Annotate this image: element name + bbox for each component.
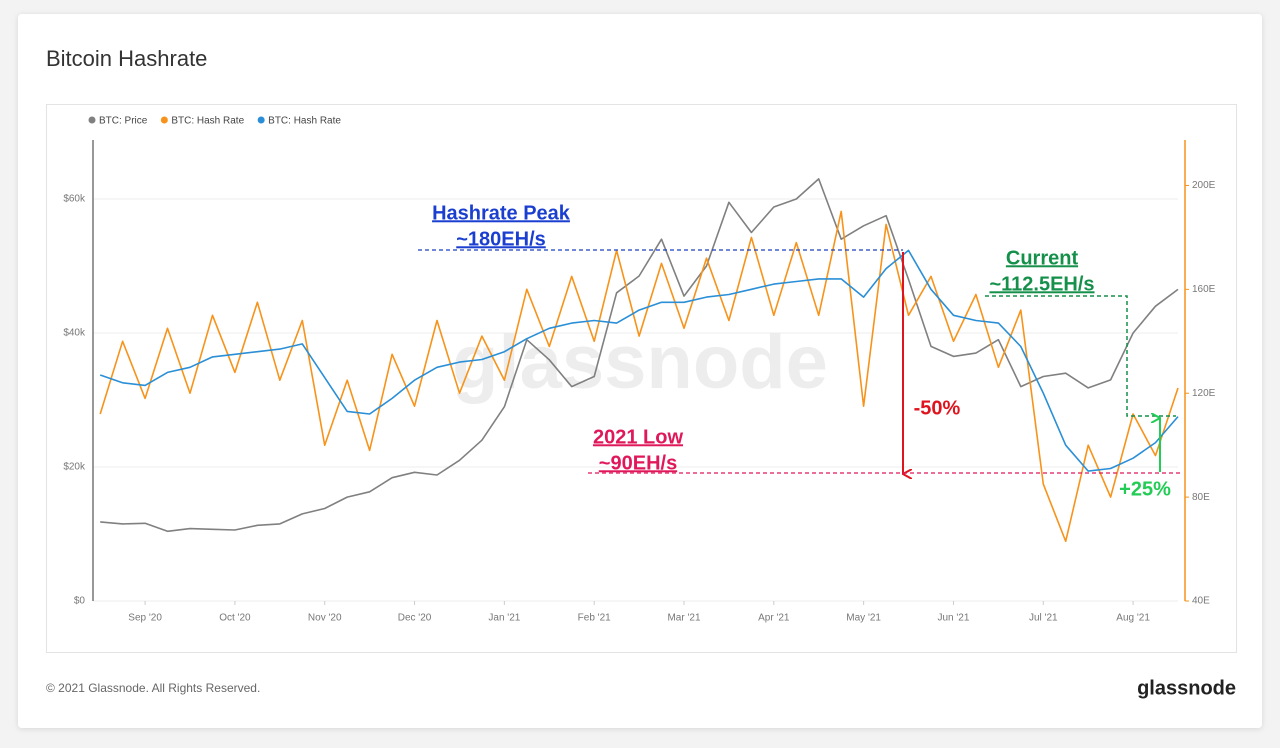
chart-frame <box>46 104 1237 653</box>
annotation: ~90EH/s <box>599 452 677 474</box>
x-tick-label: Aug '21 <box>1116 613 1150 624</box>
y-tick-label: $40k <box>63 328 86 339</box>
x-tick-label: Jan '21 <box>488 613 520 624</box>
legend-label: BTC: Hash Rate <box>171 116 244 127</box>
annotation: 2021 Low <box>593 426 683 448</box>
x-tick-label: Feb '21 <box>578 613 611 624</box>
series-line <box>99 249 1179 472</box>
x-tick-label: Mar '21 <box>667 613 700 624</box>
series-line <box>99 210 1179 543</box>
x-tick-label: Jul '21 <box>1029 613 1058 624</box>
annotation: Current <box>1006 247 1079 269</box>
y2-tick-label: 80E <box>1192 492 1210 503</box>
plot: $0 $20k $40k $60k 40E 80E 120E 160E 200E Sep '20 O… <box>63 116 1215 624</box>
y-tick-label: $0 <box>74 596 86 607</box>
legend-marker <box>88 116 96 124</box>
x-tick-label: Dec '20 <box>398 613 432 624</box>
logo: glassnode <box>1137 677 1236 699</box>
annotation: Hashrate Peak <box>432 202 571 224</box>
annotation: ~180EH/s <box>456 228 546 250</box>
y-tick-label: $60k <box>63 194 86 205</box>
copyright: © 2021 Glassnode. All Rights Reserved. <box>46 681 260 695</box>
x-tick-label: Jun '21 <box>937 613 969 624</box>
legend-label: BTC: Price <box>99 116 148 127</box>
chart-title: Bitcoin Hashrate <box>46 46 207 71</box>
card <box>18 14 1262 728</box>
legend-marker <box>257 116 265 124</box>
x-tick-label: Nov '20 <box>308 613 342 624</box>
legend-marker <box>160 116 168 124</box>
annotations: Hashrate Peak ~180EH/s -50% 2021 Low ~90… <box>418 202 1182 500</box>
x-tick-label: Apr '21 <box>758 613 790 624</box>
y2-tick-label: 40E <box>1192 596 1210 607</box>
annotation: ~112.5EH/s <box>989 273 1094 295</box>
legend-label: BTC: Hash Rate <box>268 116 341 127</box>
x-tick-label: May '21 <box>846 613 881 624</box>
annotation: +25% <box>1119 478 1171 500</box>
series-line <box>100 178 1179 533</box>
y2-tick-label: 160E <box>1192 284 1216 295</box>
x-tick-label: Oct '20 <box>219 613 251 624</box>
y2-tick-label: 200E <box>1192 180 1216 191</box>
annotation: -50% <box>914 397 961 419</box>
y2-tick-label: 120E <box>1192 388 1216 399</box>
current-line <box>985 295 1176 417</box>
x-tick-label: Sep '20 <box>128 613 162 624</box>
y-tick-label: $20k <box>63 462 86 473</box>
